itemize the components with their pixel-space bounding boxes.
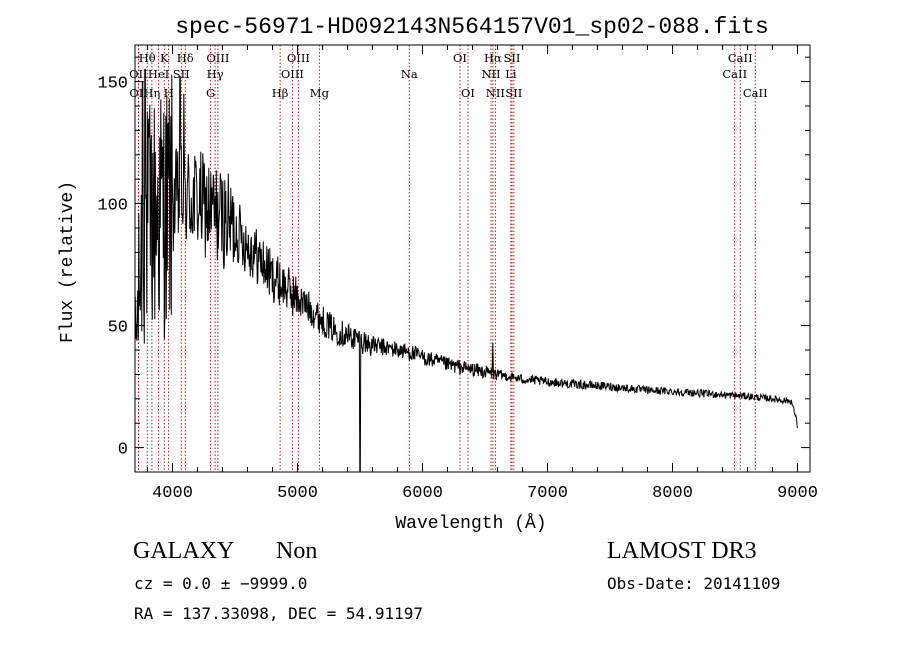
line-label-10: Hγ: [207, 67, 224, 81]
y-tick-label-3: 150: [97, 75, 128, 94]
x-axis-label: Wavelength (Å): [395, 513, 546, 534]
y-tick-label-0: 0: [118, 441, 128, 460]
line-label-27: CaII: [743, 86, 768, 100]
axis-tick-labels: 4000 5000 6000 7000 8000 9000 0 50 100 150: [97, 75, 818, 503]
observation-date: Obs-Date: 20141109: [607, 574, 781, 593]
line-label-18: OI: [461, 86, 475, 100]
line-label-17: OI: [453, 51, 467, 65]
line-label-5: K: [160, 51, 169, 65]
line-label-13: OIII: [281, 67, 304, 81]
line-label-14: OIII: [287, 51, 310, 65]
x-tick-label-3: 7000: [527, 484, 568, 503]
line-label-12: Hβ: [272, 86, 289, 100]
x-tick-label-4: 8000: [652, 484, 693, 503]
chart-title: spec-56971-HD092143N564157V01_sp02-088.f…: [175, 14, 769, 40]
spectrum-line: [134, 68, 798, 473]
x-tick-label-1: 5000: [277, 484, 318, 503]
y-tick-label-1: 50: [108, 319, 128, 338]
line-label-22: Li: [505, 67, 517, 81]
line-label-16: Na: [401, 67, 418, 81]
y-tick-label-2: 100: [97, 197, 128, 216]
line-label-9: G: [206, 86, 215, 100]
spectral-line-labels: OIIOIIHθHηHeIKHSIIHδGHγOIIIHβOIIIOIIIMgN…: [129, 51, 768, 100]
line-label-20: Hα: [484, 51, 502, 65]
survey-name: LAMOST DR3: [607, 538, 757, 564]
line-label-15: Mg: [310, 86, 330, 100]
object-class: GALAXY: [133, 538, 235, 564]
line-label-25: CaII: [722, 67, 747, 81]
y-axis-label: Flux (relative): [58, 181, 78, 343]
object-subclass: Non: [276, 538, 318, 564]
line-label-3: Hη: [143, 86, 160, 100]
line-label-4: HeI: [148, 67, 169, 81]
line-label-2: Hθ: [139, 51, 156, 65]
line-label-8: Hδ: [177, 51, 194, 65]
redshift-cz: cz = 0.0 ± −9999.0: [134, 574, 308, 593]
plot-frame: [134, 44, 811, 473]
line-label-26: CaII: [728, 51, 753, 65]
line-label-0: OII: [129, 67, 148, 81]
axis-ticks: [135, 45, 810, 473]
line-label-19: NII: [481, 67, 500, 81]
line-label-23: SII: [504, 51, 521, 65]
line-label-6: H: [164, 86, 174, 100]
x-tick-label-5: 9000: [777, 484, 818, 503]
spectral-line-markers: [137, 45, 756, 472]
x-tick-label-0: 4000: [152, 484, 193, 503]
line-label-7: SII: [173, 67, 190, 81]
line-label-21: NII: [486, 86, 505, 100]
coordinates: RA = 137.33098, DEC = 54.91197: [134, 604, 423, 623]
line-label-24: SII: [505, 86, 522, 100]
line-label-11: OIII: [206, 51, 229, 65]
x-tick-label-2: 6000: [402, 484, 443, 503]
